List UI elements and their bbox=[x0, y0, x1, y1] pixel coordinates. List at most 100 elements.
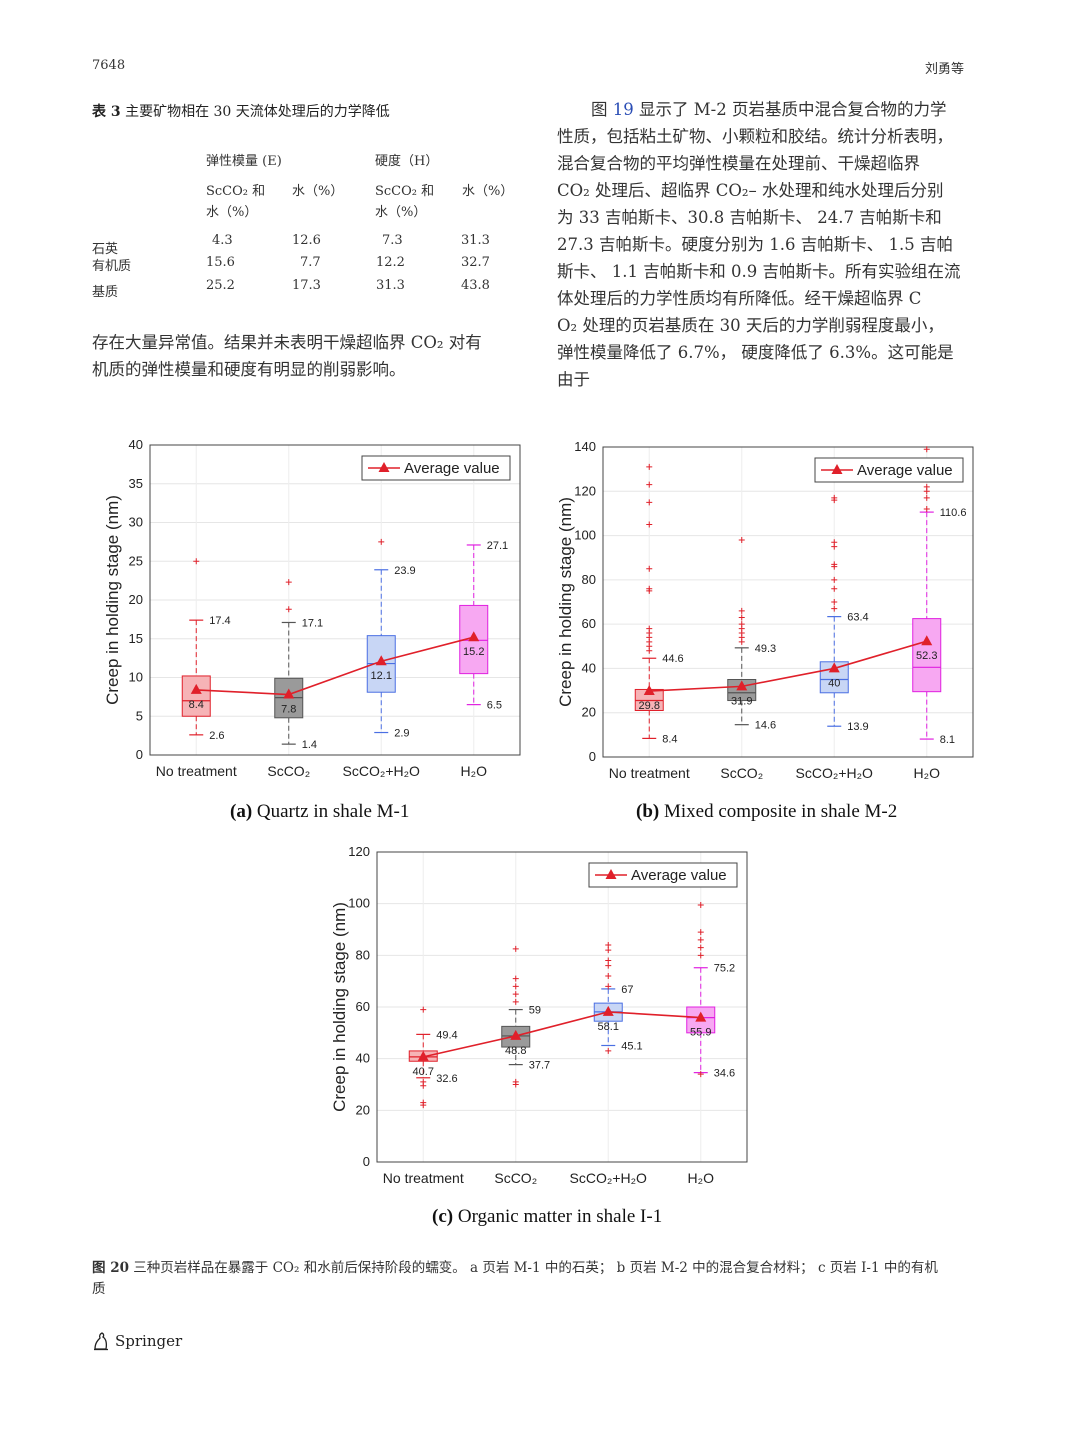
outlier-point bbox=[285, 606, 292, 613]
table-cell: 15.6 bbox=[206, 255, 235, 270]
outlier-point bbox=[923, 494, 930, 501]
table-cell: 31.3 bbox=[376, 278, 405, 293]
table-3: 弹性模量 (E) 硬度（H） ScCO₂ 和 水（%） 水（%） ScCO₂ 和… bbox=[92, 148, 532, 308]
upper-whisker-label: 27.1 bbox=[487, 540, 508, 552]
average-marker bbox=[828, 662, 840, 673]
outlier-point bbox=[512, 991, 519, 998]
figure-caption-label: 图 20 bbox=[92, 1260, 129, 1276]
outlier-point bbox=[605, 957, 612, 964]
legend-marker bbox=[831, 464, 843, 474]
y-tick-label: 0 bbox=[136, 747, 143, 762]
figure-ref-link[interactable]: 19 bbox=[612, 100, 634, 119]
figure-caption: 图 20 三种页岩样品在暴露于 CO₂ 和水前后保持阶段的蠕变。 a 页岩 M-… bbox=[92, 1258, 992, 1300]
x-tick-label: H₂O bbox=[688, 1170, 715, 1186]
table-sub-header: 水（%） bbox=[206, 205, 258, 220]
mean-value-label: 7.8 bbox=[281, 704, 296, 716]
x-tick-label: ScCO₂+H₂O bbox=[796, 765, 873, 781]
subcaption-a: (a) Quartz in shale M-1 bbox=[230, 801, 409, 823]
mean-value-label: 55.9 bbox=[690, 1027, 711, 1039]
average-line bbox=[196, 636, 474, 696]
legend-label: Average value bbox=[631, 867, 727, 884]
outlier-point bbox=[831, 585, 838, 592]
y-tick-label: 40 bbox=[582, 660, 596, 675]
upper-whisker-label: 59 bbox=[529, 1005, 541, 1017]
box bbox=[181, 675, 211, 717]
outlier-point bbox=[193, 558, 200, 565]
text-line: 机质的弹性模量和硬度有明显的削弱影响。 bbox=[92, 360, 406, 379]
text-line: 存在大量异常值。结果并未表明干燥超临界 CO₂ 对有 bbox=[92, 333, 482, 352]
legend-label: Average value bbox=[857, 462, 953, 479]
mean-value-label: 52.3 bbox=[916, 650, 937, 662]
outlier-point bbox=[605, 947, 612, 954]
outlier-point bbox=[697, 1071, 704, 1078]
upper-whisker-label: 44.6 bbox=[662, 653, 683, 665]
outlier-point bbox=[923, 506, 930, 512]
y-tick-label: 35 bbox=[129, 476, 143, 491]
upper-whisker-label: 17.1 bbox=[302, 617, 323, 629]
average-marker bbox=[602, 1005, 614, 1016]
table-caption-label: 表 3 bbox=[92, 104, 121, 120]
y-tick-label: 40 bbox=[356, 1051, 370, 1066]
outlier-point bbox=[697, 936, 704, 943]
legend-label: Average value bbox=[404, 460, 500, 477]
outlier-point bbox=[605, 942, 612, 948]
legend-marker bbox=[605, 869, 617, 879]
text-fragment: 图 bbox=[591, 100, 613, 119]
table-cell: 17.3 bbox=[292, 278, 321, 293]
y-tick-label: 100 bbox=[574, 528, 596, 543]
upper-whisker-label: 110.6 bbox=[940, 507, 967, 519]
lower-whisker-label: 13.9 bbox=[847, 721, 868, 733]
text-line: 弹性模量降低了 6.7%， 硬度降低了 6.3%。这可能是 bbox=[557, 343, 954, 362]
text-line: 体处理后的力学性质均有所降低。经干燥超临界 C bbox=[557, 289, 922, 308]
chart-quartz-m1: 0 5 10 15 20 25 30 35 40 Creep in holding stage (… bbox=[103, 437, 521, 779]
outlier-point bbox=[831, 576, 838, 583]
average-line bbox=[423, 1011, 701, 1058]
y-tick-label: 120 bbox=[574, 483, 596, 498]
subcaption-text: Quartz in shale M-1 bbox=[256, 801, 410, 822]
table-row-label: 基质 bbox=[92, 285, 119, 300]
upper-whisker-label: 49.4 bbox=[436, 1029, 457, 1041]
outlier-point bbox=[646, 463, 653, 470]
mean-value-label: 29.8 bbox=[639, 700, 660, 712]
lower-whisker-label: 45.1 bbox=[621, 1040, 642, 1052]
y-axis-label: Creep in holding stage (nm) bbox=[103, 495, 122, 705]
average-marker bbox=[190, 683, 202, 694]
outlier-point bbox=[512, 975, 519, 982]
upper-whisker-label: 23.9 bbox=[394, 565, 415, 577]
y-tick-label: 15 bbox=[129, 631, 143, 646]
table-group-header: 弹性模量 (E) bbox=[206, 154, 282, 169]
x-tick-label: H₂O bbox=[914, 765, 941, 781]
lower-whisker-label: 32.6 bbox=[436, 1073, 457, 1085]
outlier-point bbox=[831, 605, 838, 612]
x-tick-label: ScCO₂ bbox=[494, 1170, 537, 1186]
outlier-point bbox=[605, 1047, 612, 1054]
average-marker bbox=[736, 680, 748, 691]
outlier-point bbox=[646, 585, 653, 592]
upper-whisker-label: 67 bbox=[621, 984, 633, 996]
mean-value-label: 40.7 bbox=[413, 1066, 434, 1078]
outlier-point bbox=[285, 579, 292, 586]
y-tick-label: 20 bbox=[582, 705, 596, 720]
table-cell: 7.3 bbox=[382, 233, 403, 248]
table-cell: 7.7 bbox=[300, 255, 321, 270]
outlier-point bbox=[420, 1099, 427, 1106]
table-sub-header: ScCO₂ 和 bbox=[375, 184, 435, 199]
x-tick-label: No treatment bbox=[609, 765, 690, 781]
lower-whisker-label: 2.9 bbox=[394, 728, 409, 740]
y-tick-label: 30 bbox=[129, 515, 143, 530]
outlier-point bbox=[512, 945, 519, 952]
chart-organic-matter-i1: 0 20 40 60 80 100 120 Creep in holding stage (n… bbox=[330, 844, 748, 1186]
outlier-point bbox=[738, 607, 745, 614]
publisher-footer: Springer bbox=[92, 1331, 182, 1351]
text-line: 斯卡、 1.1 吉帕斯卡和 0.9 吉帕斯卡。所有实验组在流 bbox=[557, 262, 961, 281]
table-cell: 31.3 bbox=[461, 233, 490, 248]
subcaption-label: (b) bbox=[636, 801, 660, 822]
average-marker bbox=[921, 635, 933, 646]
x-tick-label: ScCO₂+H₂O bbox=[343, 763, 420, 779]
outlier-point bbox=[738, 614, 745, 621]
upper-whisker-label: 63.4 bbox=[847, 612, 868, 624]
outlier-point bbox=[831, 599, 838, 605]
lower-whisker-label: 6.5 bbox=[487, 700, 502, 712]
outlier-point bbox=[697, 944, 704, 951]
outlier-point bbox=[646, 481, 653, 488]
